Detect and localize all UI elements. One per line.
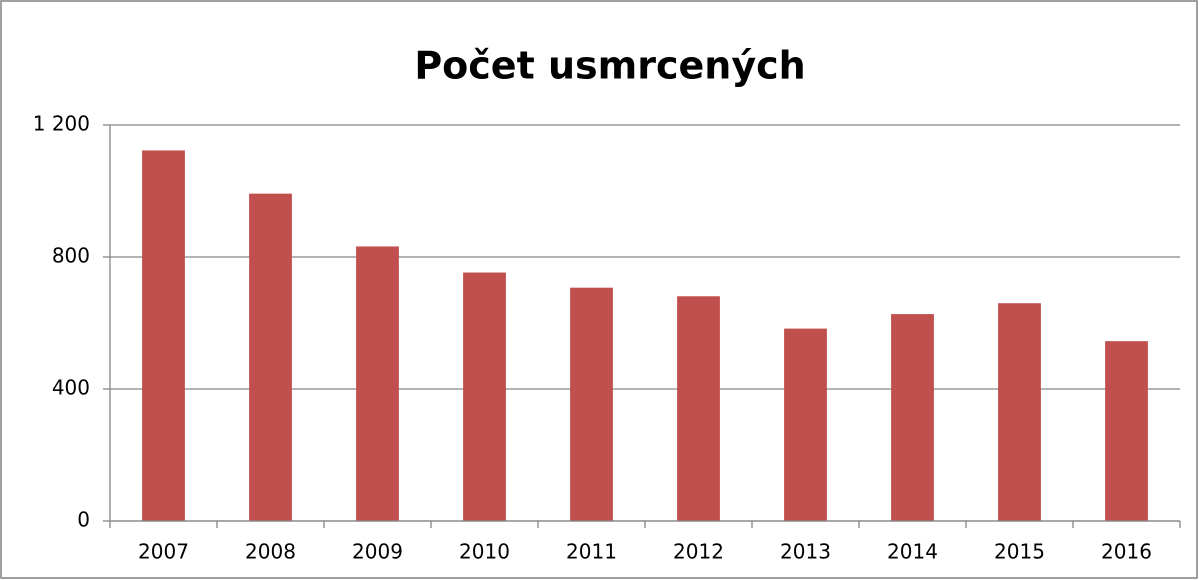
x-tick-label: 2016 bbox=[1101, 540, 1152, 564]
y-tick-label: 400 bbox=[52, 376, 90, 400]
x-tick-label: 2011 bbox=[566, 540, 617, 564]
bar bbox=[570, 287, 613, 521]
x-tick-label: 2012 bbox=[673, 540, 724, 564]
bar bbox=[356, 246, 399, 521]
x-tick-label: 2010 bbox=[459, 540, 510, 564]
x-tick-label: 2008 bbox=[245, 540, 296, 564]
x-tick-label: 2007 bbox=[138, 540, 189, 564]
chart-title: Počet usmrcených bbox=[414, 44, 805, 88]
y-tick-label: 1 200 bbox=[33, 112, 90, 136]
bar bbox=[1105, 341, 1148, 521]
bar bbox=[998, 303, 1041, 521]
bar bbox=[677, 296, 720, 521]
x-tick-label: 2009 bbox=[352, 540, 403, 564]
x-tick-label: 2015 bbox=[994, 540, 1045, 564]
y-tick-label: 0 bbox=[77, 508, 90, 532]
bar bbox=[463, 272, 506, 521]
bar bbox=[784, 328, 827, 521]
bar bbox=[891, 314, 934, 521]
bar bbox=[249, 193, 292, 521]
bar bbox=[142, 150, 185, 521]
y-tick-label: 800 bbox=[52, 244, 90, 268]
x-tick-label: 2014 bbox=[887, 540, 938, 564]
x-tick-label: 2013 bbox=[780, 540, 831, 564]
